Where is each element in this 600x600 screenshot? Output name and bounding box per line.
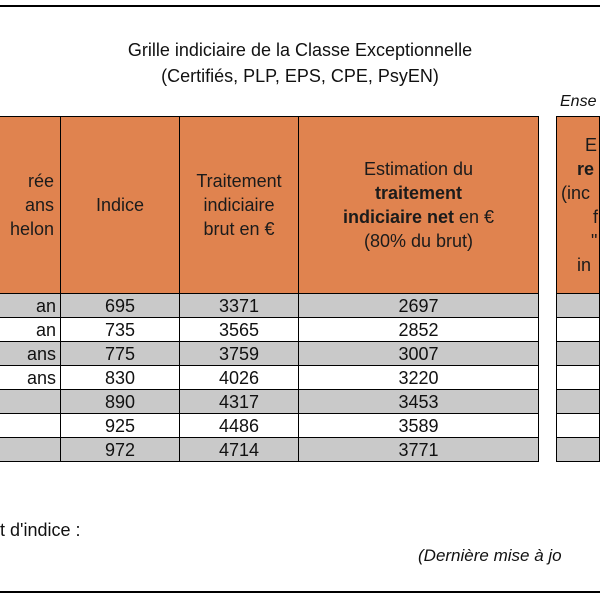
side-row	[556, 365, 600, 390]
side-cell	[556, 293, 600, 318]
side-header-line2: re	[577, 159, 595, 179]
page-subtitle: (Certifiés, PLP, EPS, CPE, PsyEN)	[161, 66, 439, 86]
cell-net: 3771	[298, 437, 539, 462]
table-row: 972 4714 3771	[0, 437, 539, 462]
table-row: an 695 3371 2697	[0, 293, 539, 318]
cell-duree: ans	[0, 365, 61, 390]
side-row	[556, 389, 600, 414]
cell-duree	[0, 437, 61, 462]
header-brut-line3: brut en €	[203, 219, 275, 239]
cell-indice: 695	[60, 293, 180, 318]
cell-indice: 830	[60, 365, 180, 390]
bottom-border	[0, 591, 600, 593]
header-net-line3: (80% du brut)	[363, 231, 474, 251]
side-partial-table: E re (inc f " in	[556, 116, 600, 462]
cell-indice: 775	[60, 341, 180, 366]
header-brut-line2: indiciaire	[203, 195, 275, 215]
header-duree: rée ans helon	[0, 116, 61, 294]
table-row: ans 775 3759 3007	[0, 341, 539, 366]
header-brut-line1: Traitement	[196, 171, 282, 191]
side-cell	[556, 317, 600, 342]
header-duree-line1: rée	[27, 171, 54, 191]
cell-duree: an	[0, 293, 61, 318]
cell-indice: 735	[60, 317, 180, 342]
table-row: an 735 3565 2852	[0, 317, 539, 342]
side-row	[556, 293, 600, 318]
table-row: 890 4317 3453	[0, 389, 539, 414]
footer-note: t d'indice :	[0, 520, 81, 540]
cell-net: 3453	[298, 389, 539, 414]
header-indice: Indice	[60, 116, 180, 294]
header-duree-line3: helon	[9, 219, 54, 239]
side-cell	[556, 389, 600, 414]
cell-duree: ans	[0, 341, 61, 366]
header-net-tail: en €	[454, 207, 495, 227]
salary-grid-table: rée ans helon Indice Traitement indiciai…	[0, 116, 539, 462]
cell-net: 3007	[298, 341, 539, 366]
cell-brut: 4486	[179, 413, 299, 438]
cell-brut: 3371	[179, 293, 299, 318]
side-row	[556, 437, 600, 462]
cell-brut: 3759	[179, 341, 299, 366]
cell-net: 3589	[298, 413, 539, 438]
last-update-note: (Dernière mise à jo	[418, 546, 562, 565]
cell-net: 3220	[298, 365, 539, 390]
side-header-line6: in	[577, 255, 592, 275]
cell-brut: 4317	[179, 389, 299, 414]
side-header-line1: E	[585, 135, 598, 155]
side-row	[556, 317, 600, 342]
cell-duree	[0, 389, 61, 414]
cell-indice: 972	[60, 437, 180, 462]
cell-indice: 925	[60, 413, 180, 438]
top-border	[0, 5, 600, 7]
side-row	[556, 413, 600, 438]
cell-duree	[0, 413, 61, 438]
table-row: ans 830 4026 3220	[0, 365, 539, 390]
table-row: 925 4486 3589	[0, 413, 539, 438]
side-header-line3: (inc	[561, 183, 591, 203]
cell-duree: an	[0, 317, 61, 342]
table-header-row: rée ans helon Indice Traitement indiciai…	[0, 116, 539, 294]
side-header-line4: f	[593, 207, 599, 227]
cell-indice: 890	[60, 389, 180, 414]
side-cell	[556, 413, 600, 438]
side-cell	[556, 437, 600, 462]
side-header: E re (inc f " in	[556, 116, 600, 294]
page-title: Grille indiciaire de la Classe Exception…	[127, 40, 473, 60]
header-traitement-brut: Traitement indiciaire brut en €	[179, 116, 299, 294]
side-caption: Ense	[560, 93, 597, 110]
header-net-bold2: indiciaire net	[342, 207, 454, 227]
cell-net: 2697	[298, 293, 539, 318]
header-duree-line2: ans	[24, 195, 54, 215]
cell-net: 2852	[298, 317, 539, 342]
header-net-line1: Estimation du	[363, 159, 474, 179]
cell-brut: 3565	[179, 317, 299, 342]
cell-brut: 4026	[179, 365, 299, 390]
side-row	[556, 341, 600, 366]
header-net-bold1: traitement	[374, 183, 463, 203]
header-traitement-net: Estimation du traitement indiciaire net …	[298, 116, 539, 294]
side-header-line5: "	[591, 231, 598, 251]
cell-brut: 4714	[179, 437, 299, 462]
side-cell	[556, 365, 600, 390]
side-cell	[556, 341, 600, 366]
